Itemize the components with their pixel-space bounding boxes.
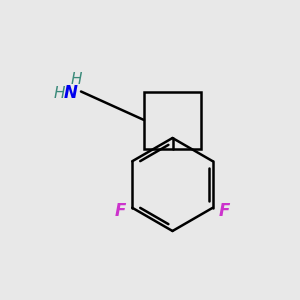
Text: F: F [115,202,126,220]
Text: N: N [64,84,77,102]
Text: H: H [71,72,82,87]
Text: H: H [54,85,65,100]
Text: F: F [219,202,230,220]
